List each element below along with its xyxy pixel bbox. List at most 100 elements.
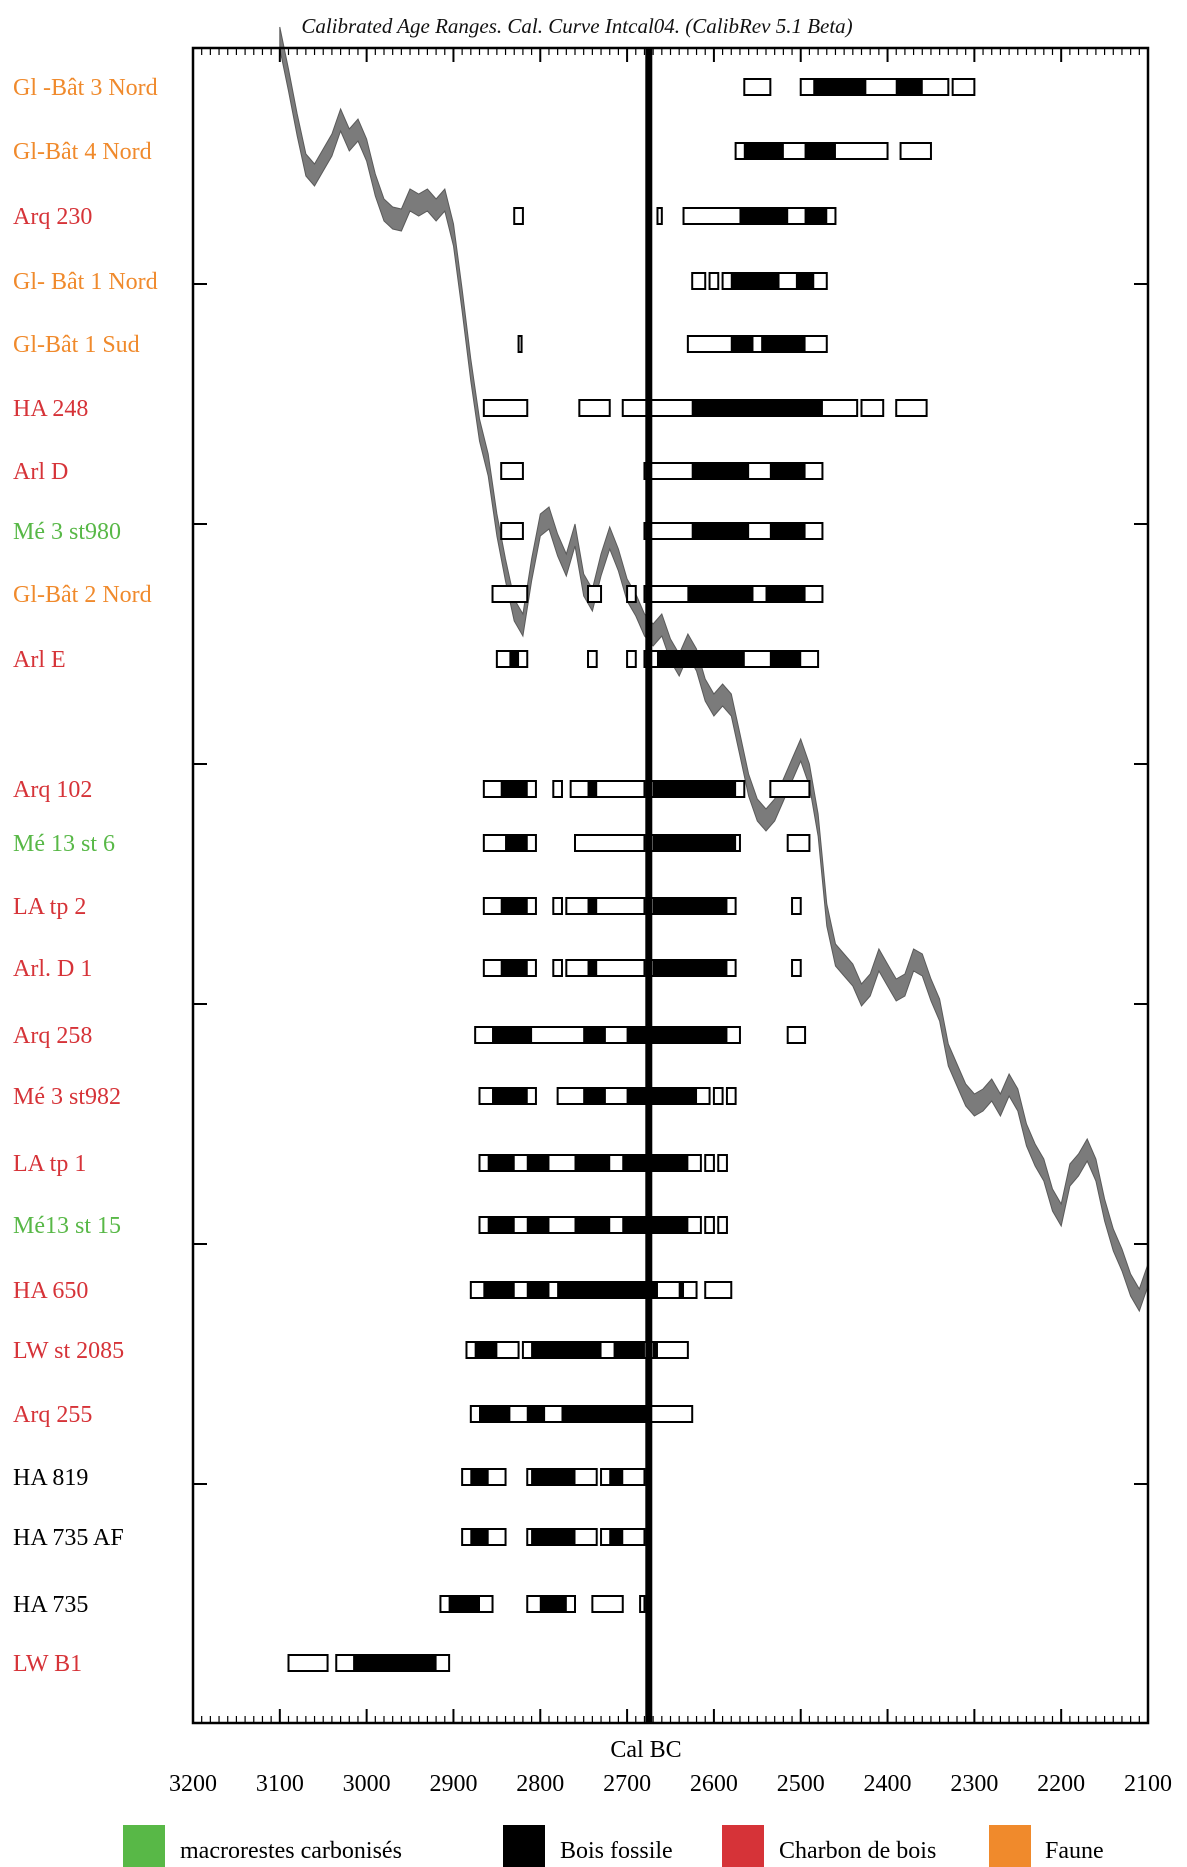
sample-label: LA tp 2	[13, 894, 86, 920]
sigma2-range	[786, 834, 811, 852]
sample-label: Arl E	[13, 647, 66, 673]
sigma1-range	[487, 1154, 515, 1172]
sample-label: HA 735 AF	[13, 1525, 124, 1551]
sigma1-range	[505, 834, 528, 852]
sigma1-range	[587, 897, 598, 915]
sigma1-range	[353, 1654, 437, 1672]
sigma1-range	[652, 780, 737, 798]
sigma2-range	[500, 462, 524, 480]
sigma2-range	[895, 399, 928, 417]
sigma1-range	[531, 1528, 576, 1546]
sigma2-range	[591, 1595, 624, 1613]
sigma2-range	[552, 897, 563, 915]
sigma1-range	[813, 78, 867, 96]
sigma1-range	[626, 1087, 698, 1105]
sigma1-range	[804, 142, 836, 160]
sample-label: Arl. D 1	[13, 956, 92, 982]
x-tick-label: 2600	[690, 1771, 738, 1797]
sigma1-range	[587, 959, 598, 977]
sample-label: HA 819	[13, 1465, 88, 1491]
x-tick-label: 2100	[1124, 1771, 1172, 1797]
sample-label: Arl D	[13, 459, 68, 485]
legend-swatch	[722, 1825, 764, 1867]
sigma1-range	[652, 897, 728, 915]
sample-label: Gl-Bât 1 Sud	[13, 332, 140, 358]
sample-label: Gl-Bât 4 Nord	[13, 139, 152, 165]
age-ranges	[287, 78, 976, 1672]
sigma1-range	[526, 1281, 550, 1299]
sigma2-range	[626, 650, 637, 668]
sigma2-range	[743, 78, 772, 96]
sigma1-range	[526, 1405, 546, 1423]
x-tick-label: 2400	[864, 1771, 912, 1797]
x-tick-label: 2700	[603, 1771, 651, 1797]
sigma1-range	[500, 780, 528, 798]
legend-swatch	[123, 1825, 165, 1867]
sample-label: Mé 13 st 6	[13, 831, 115, 857]
sigma1-range	[587, 780, 598, 798]
sigma1-range	[448, 1595, 481, 1613]
sigma1-range	[622, 1216, 689, 1234]
sample-label: Gl- Bât 1 Nord	[13, 269, 158, 295]
sigma1-range	[492, 1026, 533, 1044]
sigma1-range	[526, 1154, 550, 1172]
sigma2-range	[569, 780, 646, 798]
x-tick-label: 2200	[1037, 1771, 1085, 1797]
sigma2-range	[704, 1154, 715, 1172]
sigma1-range	[795, 272, 815, 290]
sigma1-range	[626, 1026, 728, 1044]
sigma2-range	[899, 142, 932, 160]
sigma1-range	[574, 1216, 611, 1234]
sigma1-range	[687, 585, 754, 603]
x-tick-label: 3100	[256, 1771, 304, 1797]
sigma2-range	[552, 959, 563, 977]
sigma1-range	[895, 78, 923, 96]
sigma1-range	[769, 522, 806, 540]
sigma2-range	[565, 959, 646, 977]
sample-label: Mé 3 st980	[13, 519, 121, 545]
sample-label: Gl-Bât 2 Nord	[13, 582, 152, 608]
sigma2-range	[686, 335, 828, 353]
sample-label: HA 650	[13, 1278, 88, 1304]
sigma2-range	[626, 585, 637, 603]
legend: macrorestes carbonisés Bois fossile Charbo…	[123, 1825, 1104, 1867]
sample-label: Mé 3 st982	[13, 1084, 121, 1110]
sigma2-range	[769, 780, 811, 798]
sample-label: LW st 2085	[13, 1338, 124, 1364]
sigma1-range	[730, 335, 754, 353]
sigma1-range	[531, 1468, 576, 1486]
sigma2-range	[574, 834, 646, 852]
sigma2-range	[656, 207, 663, 225]
sigma1-range	[479, 1405, 511, 1423]
sigma1-range	[609, 1468, 624, 1486]
sigma1-range	[656, 650, 745, 668]
sigma1-range	[487, 1216, 515, 1234]
y-ticks	[193, 283, 1148, 1485]
sigma1-range	[652, 834, 737, 852]
sigma1-range	[557, 1281, 658, 1299]
sigma1-range	[583, 1087, 606, 1105]
chart-title: Calibrated Age Ranges. Cal. Curve Intcal…	[301, 14, 852, 38]
sample-labels: Gl -Bât 3 Nord Gl-Bât 4 Nord Arq 230 Gl- Bâ…	[13, 75, 158, 1677]
sigma2-range	[791, 897, 802, 915]
x-tick-label: 2900	[429, 1771, 477, 1797]
sigma2-range	[791, 959, 802, 977]
sigma2-range	[951, 78, 976, 96]
x-tick-label: 2800	[516, 1771, 564, 1797]
sigma2-range	[691, 272, 707, 290]
sigma2-range	[708, 272, 720, 290]
x-axis-label: Cal BC	[610, 1737, 681, 1763]
sigma2-range	[513, 207, 524, 225]
legend-swatch	[989, 1825, 1031, 1867]
sigma1-range	[622, 1154, 689, 1172]
sigma2-range	[712, 1087, 724, 1105]
sigma2-range	[482, 399, 529, 417]
sigma1-range	[769, 462, 806, 480]
sigma1-range	[678, 1281, 685, 1299]
sigma2-range	[552, 780, 563, 798]
sigma1-range	[761, 335, 806, 353]
x-tick-labels: 3200 3100 3000 2900 2800 2700 2600 2500 2400 2300…	[169, 1771, 1172, 1797]
sigma2-range	[704, 1281, 733, 1299]
sample-label: Arq 102	[13, 777, 92, 803]
sigma1-range	[769, 650, 802, 668]
